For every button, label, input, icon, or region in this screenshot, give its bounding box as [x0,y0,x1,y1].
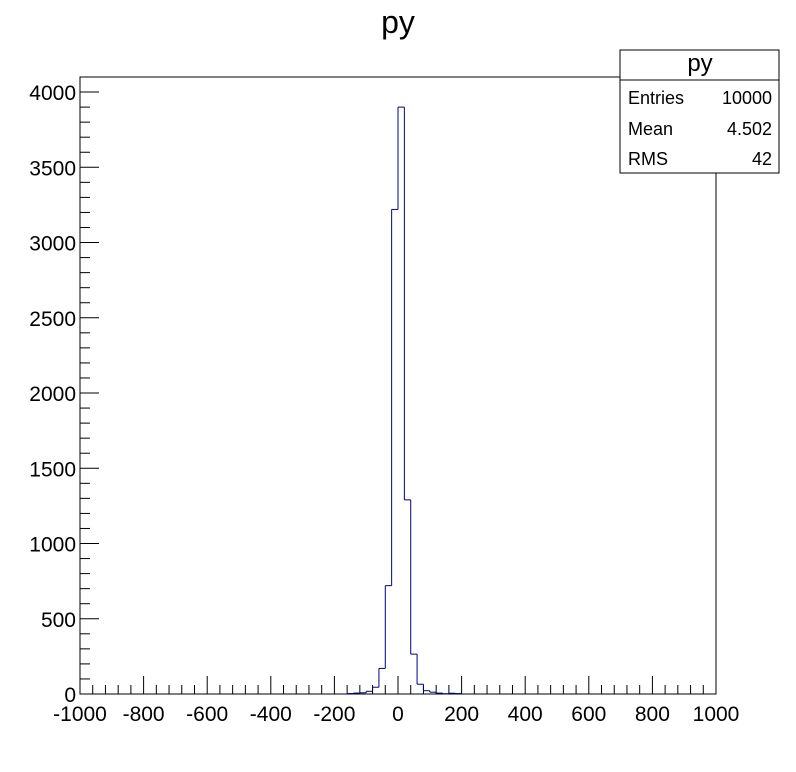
x-tick-label: -200 [313,703,355,726]
x-tick-label: 0 [392,703,404,726]
histogram-bin [403,107,411,501]
histogram-bin [442,693,449,695]
stats-box-frame [619,49,780,174]
stats-box-title: py [687,50,712,77]
stats-rms-label: RMS [628,149,668,169]
y-tick-label: 500 [41,609,76,632]
histogram-bin [378,667,386,688]
y-tick-label: 0 [64,684,76,707]
x-axis: -1000 -800 -600 -400 -200 0 200 400 600 800 1000 [53,676,739,726]
y-tick-label: 2000 [29,383,76,406]
x-tick-label: -800 [123,703,165,726]
y-tick-label: 3500 [29,157,76,180]
chart-title: py [381,4,415,40]
histogram-bin [372,686,379,692]
x-tick-label: 1000 [693,703,740,726]
y-tick-label: 3000 [29,233,76,256]
histogram-bin [365,690,373,693]
stats-mean-value: 4.502 [727,119,772,139]
x-tick-label: 200 [444,703,479,726]
histogram-bin [384,585,392,669]
x-tick-label: -400 [250,703,292,726]
stats-entries-label: Entries [628,88,684,108]
x-tick-label: -1000 [53,703,107,726]
y-axis: 0 500 1000 1500 2000 2500 3000 3500 4000 [29,76,99,707]
x-tick-label: 800 [635,703,670,726]
histogram-bin [429,690,437,693]
y-tick-label: 2500 [29,308,76,331]
histogram-bin [454,693,463,695]
stats-entries-value: 10000 [722,88,772,108]
x-tick-label: 400 [508,703,543,726]
histogram-bin [397,106,405,210]
y-tick-label: 4000 [29,82,76,105]
stats-box: py Entries 10000 Mean 4.502 RMS 42 [619,49,780,174]
histogram-bin [435,692,443,694]
x-tick-label: -600 [186,703,228,726]
y-tick-label: 1500 [29,458,76,481]
y-tick-label: 1000 [29,534,76,557]
histogram-bin [391,208,398,586]
histogram-bin [422,684,430,692]
x-tick-label: 600 [571,703,606,726]
stats-mean-label: Mean [628,119,673,139]
histogram-bins [346,106,463,695]
histogram-bin [416,654,424,685]
stats-rms-value: 42 [752,149,772,169]
histogram-bin [410,499,418,655]
